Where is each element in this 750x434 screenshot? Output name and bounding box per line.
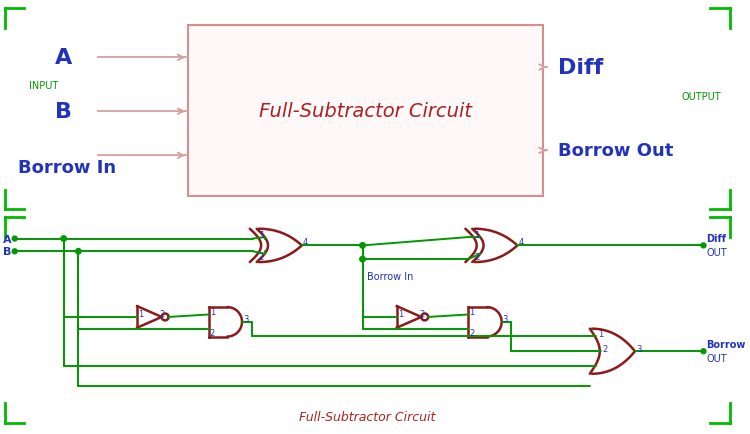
Circle shape <box>76 249 81 254</box>
Text: INPUT: INPUT <box>29 81 58 91</box>
Text: 2: 2 <box>474 253 479 262</box>
Circle shape <box>701 349 706 354</box>
Text: 3: 3 <box>503 315 508 324</box>
Text: OUT: OUT <box>706 248 727 258</box>
Text: 1: 1 <box>470 307 475 316</box>
Text: 3: 3 <box>243 315 248 324</box>
Text: Diff: Diff <box>706 234 727 244</box>
Text: Borrow: Borrow <box>706 339 746 349</box>
Circle shape <box>360 243 365 249</box>
Circle shape <box>12 237 17 241</box>
Text: Borrow In: Borrow In <box>17 159 116 177</box>
Bar <box>188 26 543 197</box>
Text: 1: 1 <box>210 307 215 316</box>
Text: 2: 2 <box>259 253 264 262</box>
Text: B: B <box>4 247 12 256</box>
Circle shape <box>701 243 706 248</box>
Circle shape <box>61 236 67 242</box>
Text: 1: 1 <box>398 310 403 319</box>
Text: 4: 4 <box>518 237 524 247</box>
Text: Borrow In: Borrow In <box>368 271 414 281</box>
Circle shape <box>12 249 17 254</box>
Text: Full-Subtractor Circuit: Full-Subtractor Circuit <box>259 102 472 121</box>
Text: B: B <box>56 102 72 122</box>
Text: OUTPUT: OUTPUT <box>682 92 721 102</box>
Text: 2: 2 <box>160 310 165 319</box>
Text: Borrow Out: Borrow Out <box>559 142 674 160</box>
Text: 1: 1 <box>598 329 603 338</box>
Text: 1: 1 <box>259 230 264 239</box>
Circle shape <box>360 257 365 262</box>
Text: A: A <box>3 234 12 244</box>
Text: 3: 3 <box>636 344 641 353</box>
Text: Diff: Diff <box>559 58 604 78</box>
Text: 2: 2 <box>470 328 475 337</box>
Text: 1: 1 <box>474 230 479 239</box>
Text: 4: 4 <box>303 237 308 247</box>
Text: Full-Subtractor Circuit: Full-Subtractor Circuit <box>299 411 436 424</box>
Text: A: A <box>55 48 72 68</box>
Text: 2: 2 <box>603 344 608 353</box>
Text: 2: 2 <box>210 328 215 337</box>
Text: OUT: OUT <box>706 353 727 363</box>
Text: 1: 1 <box>138 310 143 319</box>
Text: 2: 2 <box>419 310 424 319</box>
